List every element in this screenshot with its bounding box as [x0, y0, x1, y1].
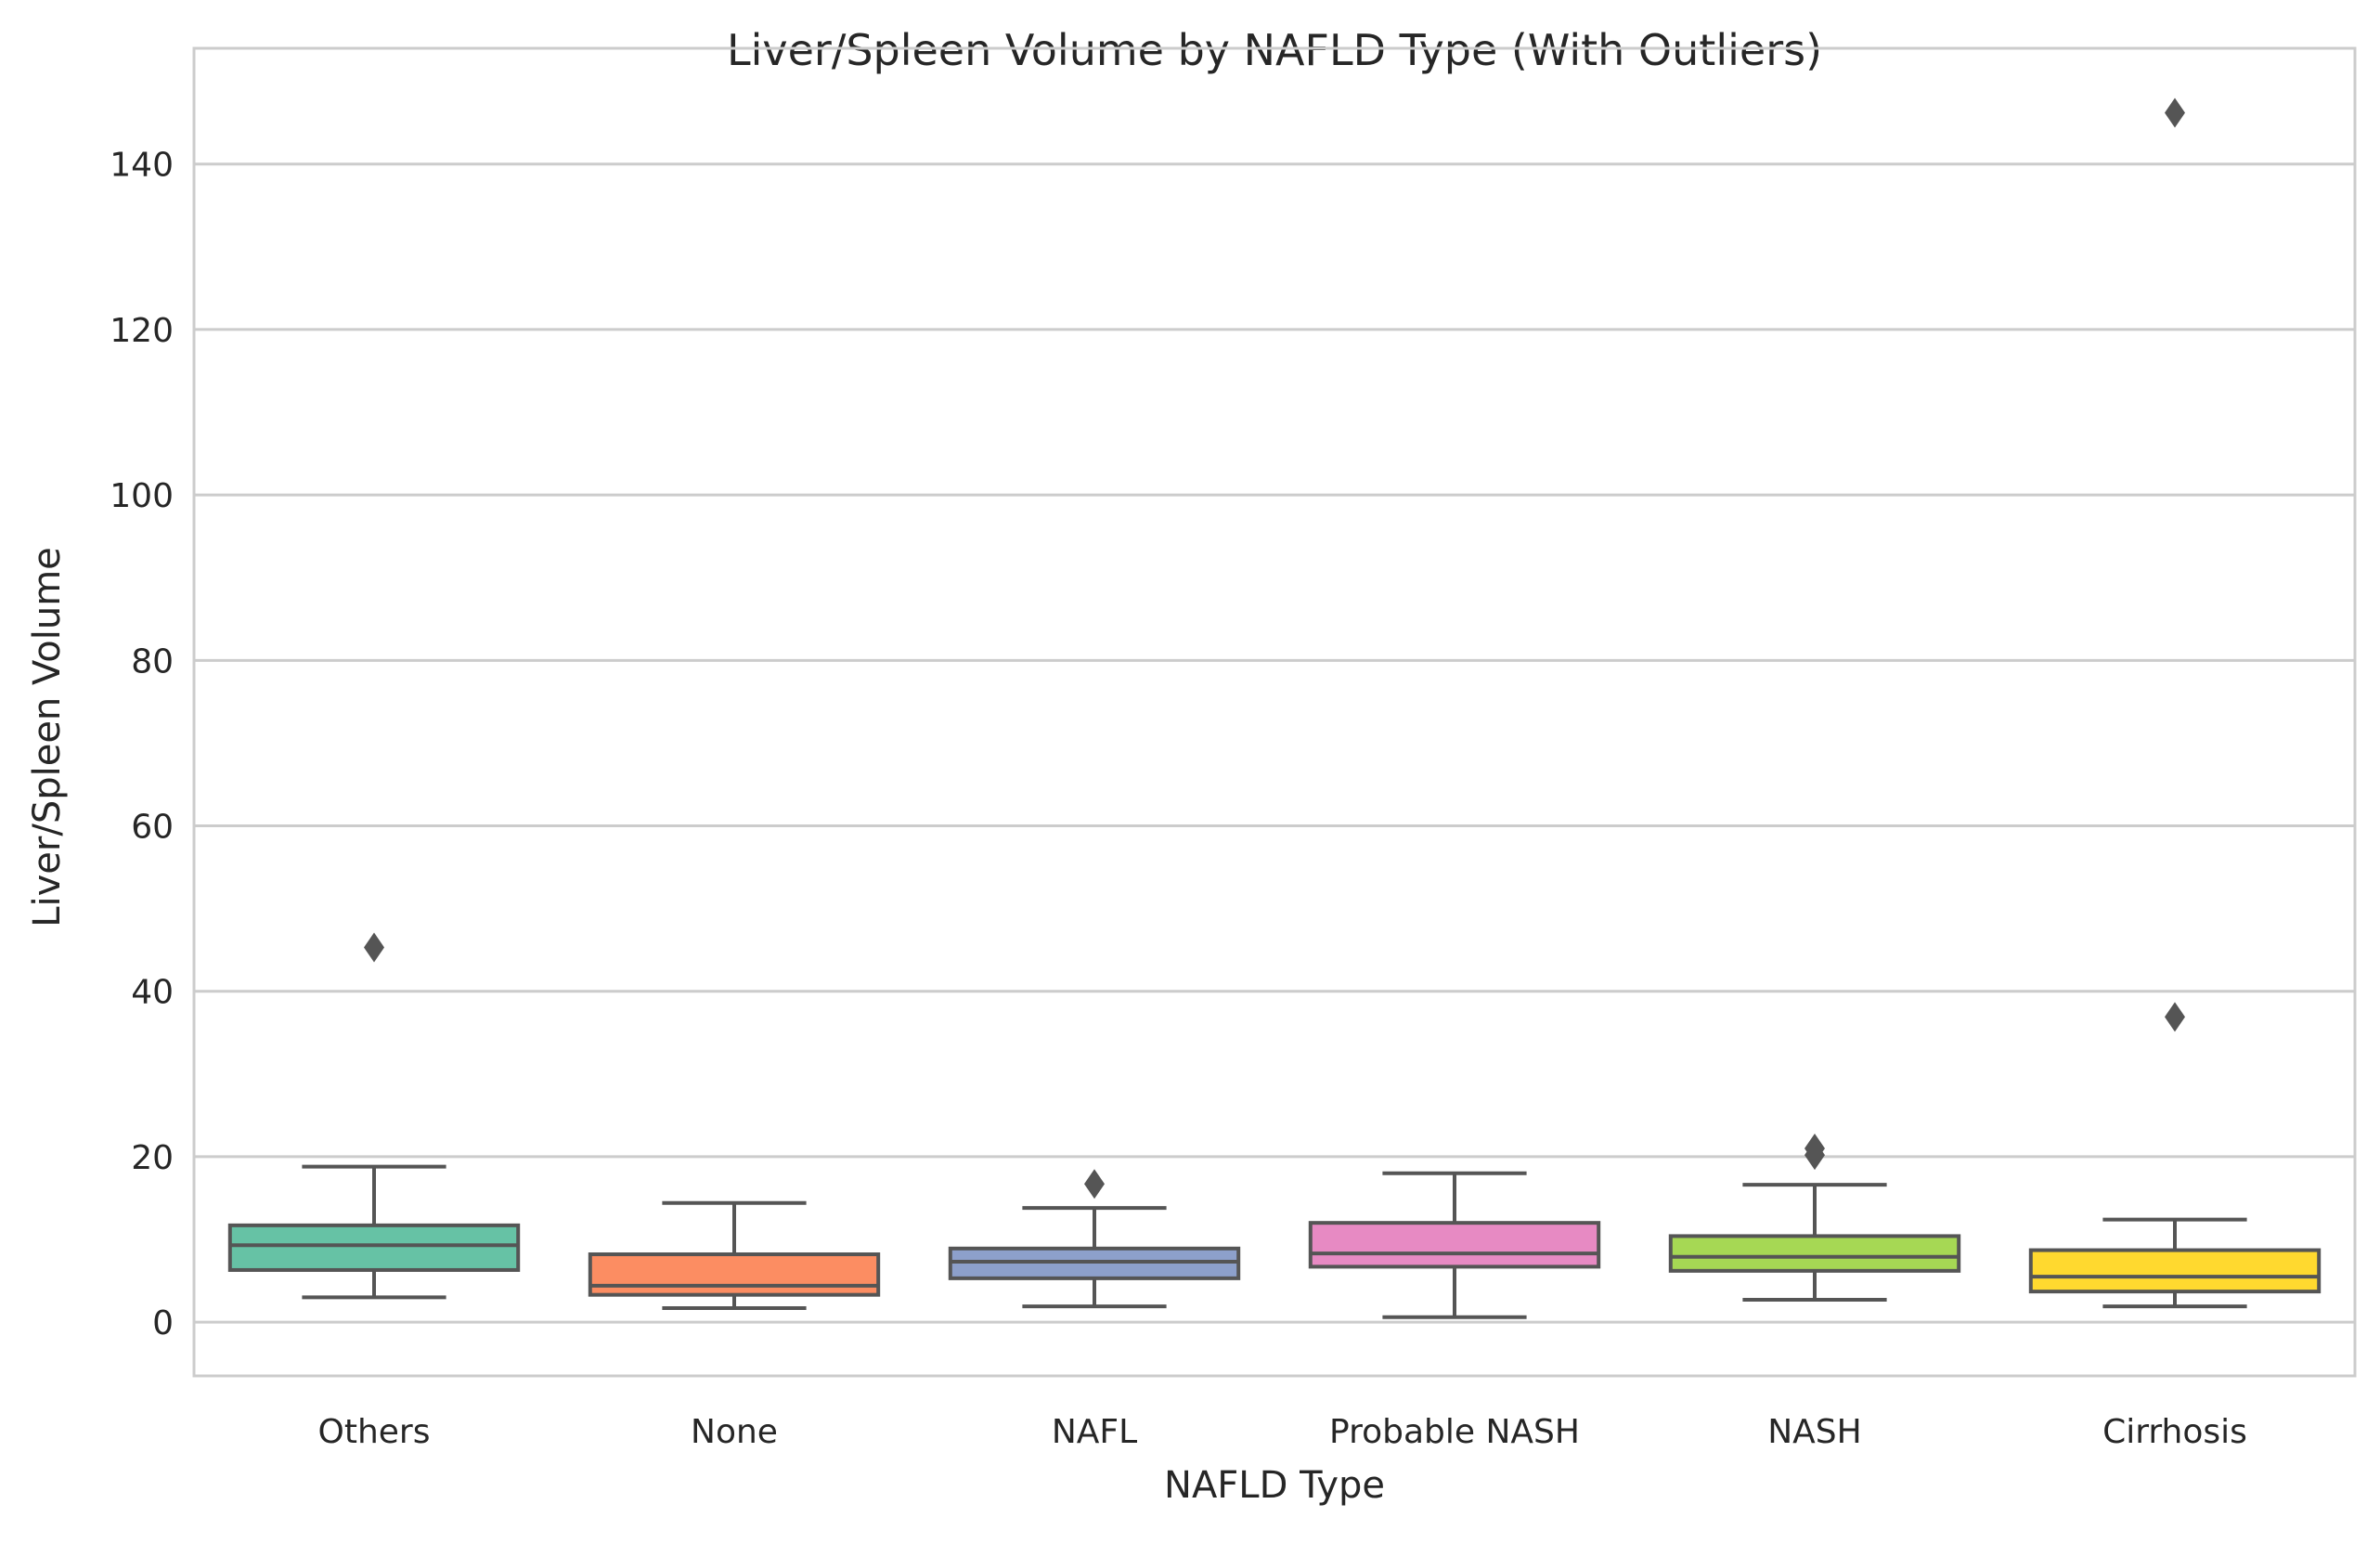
y-tick-label: 100: [110, 477, 174, 515]
y-tick-label: 20: [131, 1139, 174, 1177]
box-nafl: [948, 1169, 1241, 1309]
y-tick-labels: 0 20 40 60 80 100 120 140: [110, 147, 174, 1342]
outlier-point: [364, 932, 384, 963]
box-cirrhosis: [2028, 97, 2322, 1309]
x-tick-label: Probable NASH: [1329, 1413, 1580, 1451]
outlier-point: [1084, 1169, 1105, 1199]
x-tick-label: NASH: [1767, 1413, 1861, 1451]
y-tick-label: 80: [131, 642, 174, 681]
outlier-point: [2165, 97, 2185, 128]
outlier-point: [1804, 1133, 1825, 1163]
plot-frame: [192, 46, 2357, 1378]
box-iqr: [2028, 1248, 2322, 1294]
y-tick-label: 60: [131, 809, 174, 847]
box-iqr: [588, 1252, 881, 1297]
box-others: [227, 932, 521, 1300]
box-iqr: [1668, 1234, 1961, 1273]
y-tick-label: 0: [152, 1304, 174, 1342]
gridlines: [194, 162, 2355, 1324]
y-tick-label: 120: [110, 312, 174, 350]
y-tick-label: 40: [131, 974, 174, 1012]
boxes: [227, 97, 2322, 1319]
x-tick-label: Cirrhosis: [2102, 1413, 2247, 1451]
y-axis-label: Liver/Spleen Volume: [26, 547, 69, 927]
box-iqr: [1308, 1221, 1601, 1269]
x-axis-label: NAFLD Type: [1164, 1464, 1385, 1507]
box-probable-nash: [1308, 1171, 1601, 1319]
y-tick-label: 140: [110, 147, 174, 185]
x-tick-label: NAFL: [1052, 1413, 1137, 1451]
x-tick-label: Others: [318, 1413, 431, 1451]
x-tick-label: None: [691, 1413, 778, 1451]
chart-title: Liver/Spleen Volume by NAFLD Type (With …: [727, 25, 1822, 75]
outlier-point: [2165, 1002, 2185, 1032]
box-iqr: [227, 1223, 521, 1272]
box-nash: [1668, 1133, 1961, 1303]
x-tick-labels: Others None NAFL Probable NASH NASH Cirrhosis: [318, 1413, 2247, 1451]
box-none: [588, 1200, 881, 1310]
